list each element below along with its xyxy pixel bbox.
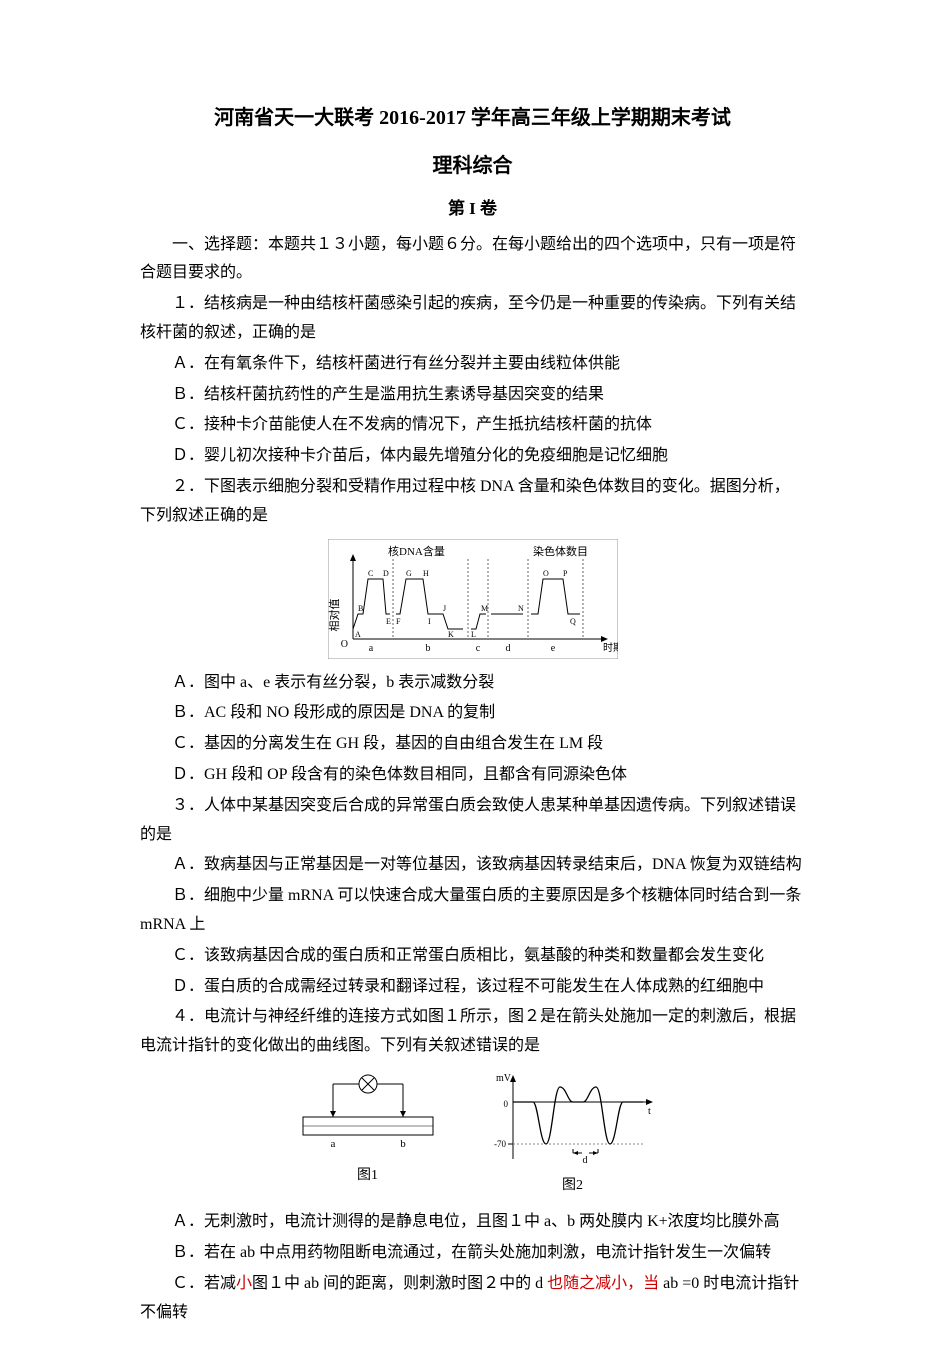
q3-option-a: Ａ．致病基因与正常基因是一对等位基因，该致病基因转录结束后，DNA 恢复为双链结… [140,851,805,880]
section-label: 第 I 卷 [140,194,805,225]
q4-c-red2: 也随之减小，当 [547,1275,659,1292]
q3-option-d: Ｄ．蛋白质的合成需经过转录和翻译过程，该过程不可能发生在人体成熟的红细胞中 [140,973,805,1002]
instruction-text: 一、选择题：本题共１３小题，每小题６分。在每小题给出的四个选项中，只有一项是符合… [140,231,805,289]
q4-fig2-caption: 图2 [562,1173,583,1198]
svg-text:D: D [383,569,389,578]
svg-text:C: C [368,569,373,578]
q4-fig2-svg: mV t 0 -70 d [488,1069,658,1169]
svg-text:I: I [428,617,431,626]
svg-text:b: b [425,643,430,654]
svg-text:B: B [358,604,363,613]
q4-figure-2: mV t 0 -70 d 图2 [488,1069,658,1198]
q3-stem: ３．人体中某基因突变后合成的异常蛋白质会致使人患某种单基因遗传病。下列叙述错误的… [140,792,805,850]
q4-option-a: Ａ．无刺激时，电流计测得的是静息电位，且图１中 a、b 两处膜内 K+浓度均比膜… [140,1208,805,1237]
q4-c-mid: 图１中 ab 间的距离，则刺激时图２中的 d [252,1275,547,1292]
svg-text:F: F [396,617,401,626]
svg-text:P: P [563,569,568,578]
q4-fig1-label-a: a [330,1138,335,1150]
q3-option-c: Ｃ．该致病基因合成的蛋白质和正常蛋白质相比，氨基酸的种类和数量都会发生变化 [140,942,805,971]
q4-fig1-caption: 图1 [357,1163,378,1188]
q2-figure-row: 相对值 O 时期 核DNA含量 染色体数目 a b c d e [140,539,805,659]
svg-text:E: E [386,617,391,626]
q4-fig2-ytick: -70 [494,1139,506,1149]
svg-text:Q: Q [570,617,576,626]
q3-option-b: Ｂ．细胞中少量 mRNA 可以快速合成大量蛋白质的主要原因是多个核糖体同时结合到… [140,882,805,940]
q4-fig2-ylabel: mV [496,1073,512,1084]
q2-option-a: Ａ．图中 a、e 表示有丝分裂，b 表示减数分裂 [140,669,805,698]
q1-stem: １．结核病是一种由结核杆菌感染引起的疾病，至今仍是一种重要的传染病。下列有关结核… [140,290,805,348]
svg-text:d: d [505,643,510,654]
q2-option-d: Ｄ．GH 段和 OP 段含有的染色体数目相同，且都含有同源染色体 [140,761,805,790]
q4-stem: ４．电流计与神经纤维的连接方式如图１所示，图２是在箭头处施加一定的刺激后，根据电… [140,1003,805,1061]
svg-text:c: c [475,643,480,654]
q4-c-pre: Ｃ．若减 [172,1275,236,1292]
svg-text:O: O [340,639,347,650]
q4-fig2-zero: 0 [503,1099,508,1109]
q4-c-red1: 小 [236,1275,252,1292]
q1-option-b: Ｂ．结核杆菌抗药性的产生是滥用抗生素诱导基因突变的结果 [140,381,805,410]
svg-text:e: e [550,643,555,654]
q4-fig1-svg: a b [288,1069,448,1159]
q1-option-d: Ｄ．婴儿初次接种卡介苗后，体内最先增殖分化的免疫细胞是记忆细胞 [140,442,805,471]
q4-option-b: Ｂ．若在 ab 中点用药物阻断电流通过，在箭头处施加刺激，电流计指针发生一次偏转 [140,1239,805,1268]
q2-chart-svg: 相对值 O 时期 核DNA含量 染色体数目 a b c d e [328,539,618,659]
q4-figure-row: a b 图1 mV t 0 -70 [140,1069,805,1198]
q4-option-c: Ｃ．若减小图１中 ab 间的距离，则刺激时图２中的 d 也随之减小，当 ab =… [140,1270,805,1328]
q2-x-label: 时期 [603,642,618,654]
svg-text:O: O [543,569,549,578]
q2-yaxis-label: 相对值 [328,598,341,631]
svg-text:J: J [443,604,446,613]
q2-left-title: 核DNA含量 [388,544,445,558]
svg-text:M: M [481,604,488,613]
q1-option-a: Ａ．在有氧条件下，结核杆菌进行有丝分裂并主要由线粒体供能 [140,350,805,379]
q4-figure-1: a b 图1 [288,1069,448,1198]
q4-fig1-label-b: b [400,1138,406,1150]
q4-fig2-dlabel: d [582,1155,587,1166]
q1-option-c: Ｃ．接种卡介苗能使人在不发病的情况下，产生抵抗结核杆菌的抗体 [140,411,805,440]
q2-stem: ２．下图表示细胞分裂和受精作用过程中核 DNA 含量和染色体数目的变化。据图分析… [140,473,805,531]
main-title: 河南省天一大联考 2016-2017 学年高三年级上学期期末考试 [140,100,805,136]
q2-option-b: Ｂ．AC 段和 NO 段形成的原因是 DNA 的复制 [140,699,805,728]
svg-text:N: N [518,604,524,613]
svg-text:G: G [406,569,412,578]
q2-right-title: 染色体数目 [533,544,588,558]
q2-option-c: Ｃ．基因的分离发生在 GH 段，基因的自由组合发生在 LM 段 [140,730,805,759]
q4-fig2-xlabel: t [648,1106,651,1117]
svg-text:H: H [423,569,429,578]
svg-text:L: L [471,630,476,639]
svg-text:K: K [448,630,454,639]
sub-title: 理科综合 [140,148,805,184]
svg-text:A: A [355,630,361,639]
svg-text:a: a [368,643,373,654]
q2-figure: 相对值 O 时期 核DNA含量 染色体数目 a b c d e [328,539,618,659]
